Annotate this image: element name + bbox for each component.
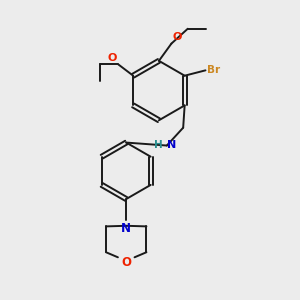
Text: N: N: [121, 222, 131, 235]
Text: N: N: [167, 140, 176, 150]
Text: O: O: [121, 256, 131, 269]
Text: Br: Br: [207, 65, 220, 75]
Text: H: H: [154, 140, 163, 150]
Text: O: O: [172, 32, 182, 42]
Text: O: O: [107, 53, 116, 63]
